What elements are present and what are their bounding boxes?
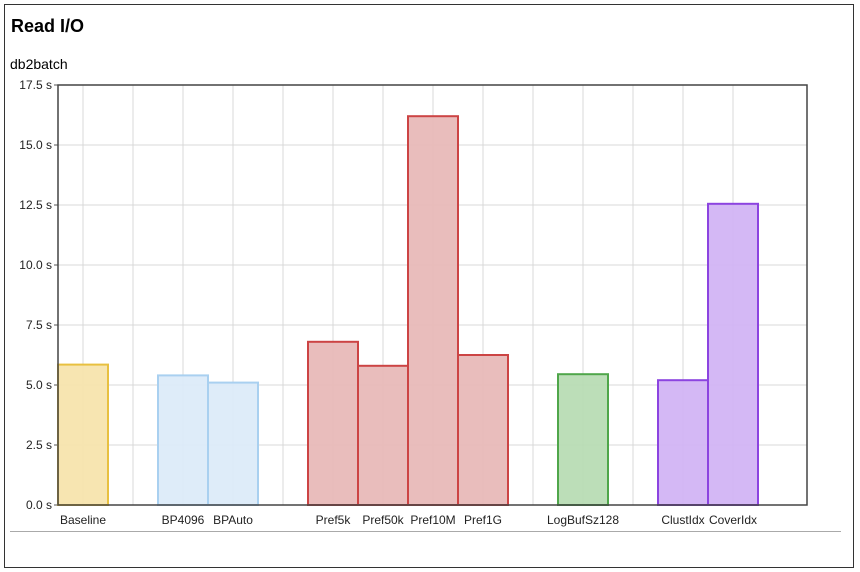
bar-bpauto bbox=[207, 381, 259, 507]
plot-border bbox=[57, 84, 808, 506]
x-tick-label: BP4096 bbox=[162, 513, 205, 527]
x-tick-label: Pref50k bbox=[362, 513, 404, 527]
bar-pref50k bbox=[357, 364, 409, 506]
x-tick-label: CoverIdx bbox=[709, 513, 757, 527]
y-tick-label: 15.0 s bbox=[19, 138, 52, 152]
bar-logbufsz128 bbox=[557, 373, 609, 507]
x-tick-label: Pref5k bbox=[316, 513, 352, 527]
bar-coveridx bbox=[707, 202, 759, 507]
x-tick-label: Baseline bbox=[60, 513, 106, 527]
y-tick-label: 0.0 s bbox=[26, 498, 52, 512]
bar-clustidx bbox=[657, 379, 709, 507]
bar-pref5k bbox=[307, 340, 359, 506]
y-tick-label: 10.0 s bbox=[19, 258, 52, 272]
y-tick-label: 2.5 s bbox=[26, 438, 52, 452]
x-tick-label: ClustIdx bbox=[661, 513, 704, 527]
y-tick-label: 12.5 s bbox=[19, 198, 52, 212]
chart-subtitle: db2batch bbox=[10, 56, 68, 72]
bottom-divider bbox=[10, 531, 841, 532]
y-tick-label: 5.0 s bbox=[26, 378, 52, 392]
y-tick-label: 7.5 s bbox=[26, 318, 52, 332]
bar-baseline bbox=[57, 363, 109, 506]
bar-pref10m bbox=[407, 115, 459, 506]
x-tick-label: Pref10M bbox=[410, 513, 455, 527]
x-tick-label: Pref1G bbox=[464, 513, 502, 527]
x-tick-label: LogBufSz128 bbox=[547, 513, 619, 527]
bar-pref1g bbox=[457, 354, 509, 506]
y-tick-label: 17.5 s bbox=[19, 78, 52, 92]
bar-bp4096 bbox=[157, 374, 209, 506]
x-tick-label: BPAuto bbox=[213, 513, 253, 527]
chart-title: Read I/O bbox=[11, 16, 85, 36]
